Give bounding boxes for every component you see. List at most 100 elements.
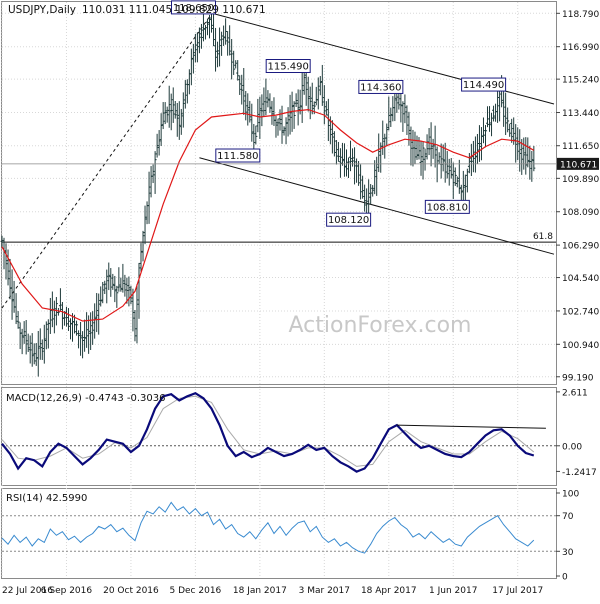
ohlc-bar <box>254 125 258 145</box>
watermark: ActionForex.com <box>289 313 472 338</box>
current-price-marker <box>557 157 599 170</box>
ohlc-bar <box>526 137 530 168</box>
ohlc-bar <box>131 288 135 332</box>
ohlc-bar <box>109 268 113 297</box>
ohlc-bar <box>300 69 304 123</box>
price-tick-label: 108.090 <box>562 208 599 218</box>
price-annotation-box <box>326 212 372 227</box>
ohlc-bar <box>93 303 97 339</box>
ohlc-bar <box>455 176 459 188</box>
price-tick-label: 99.190 <box>562 373 594 383</box>
moving-average-line <box>1 108 535 322</box>
ohlc-bar <box>165 106 169 123</box>
ohlc-bar <box>197 27 201 54</box>
ohlc-bar <box>306 76 310 112</box>
ohlc-bar <box>125 277 129 304</box>
ohlc-bar <box>34 343 38 366</box>
ohlc-bar <box>16 311 20 329</box>
macd-trendline <box>396 424 546 429</box>
ohlc-bar <box>167 85 171 128</box>
ohlc-bar <box>127 276 131 307</box>
ohlc-bar <box>89 312 93 351</box>
ohlc-bar <box>369 184 373 205</box>
price-annotation-label: 108.810 <box>427 202 468 213</box>
macd-tick-label: -1.2417 <box>562 468 597 478</box>
current-price-label: 110.671 <box>560 160 597 170</box>
ohlc-bar <box>143 205 147 245</box>
ohlc-bar <box>294 93 298 107</box>
ohlc-bar <box>32 343 36 365</box>
ohlc-bar <box>181 92 185 128</box>
ohlc-bar <box>324 101 328 116</box>
ohlc-bar <box>64 306 68 327</box>
ohlc-bar <box>387 96 391 131</box>
fib-level-label: 61.8 <box>533 232 553 242</box>
ohlc-bar <box>530 151 534 182</box>
ohlc-bar <box>201 13 205 42</box>
ohlc-bar <box>445 151 449 179</box>
ohlc-bar <box>262 87 266 117</box>
time-tick-label: 18 Apr 2017 <box>361 586 417 596</box>
time-tick-label: 6 Sep 2016 <box>41 586 93 596</box>
ohlc-bar <box>451 162 455 200</box>
ohlc-bar <box>216 41 220 68</box>
ohlc-bar <box>423 148 427 171</box>
ohlc-bar <box>415 135 419 160</box>
ohlc-bar <box>280 105 284 144</box>
price-tick-label: 106.290 <box>562 242 599 252</box>
ohlc-bar <box>30 333 34 367</box>
ohlc-bar <box>0 235 4 249</box>
ohlc-bar <box>292 101 296 129</box>
ohlc-bar <box>310 82 314 115</box>
ohlc-bar <box>268 93 272 113</box>
ohlc-bar <box>483 125 487 148</box>
ohlc-bar <box>121 263 125 293</box>
ohlc-bar <box>169 93 173 131</box>
ohlc-bar <box>129 285 133 305</box>
ohlc-bar <box>524 137 528 175</box>
ohlc-bar <box>296 89 300 126</box>
price-annotation-box <box>424 199 470 214</box>
ohlc-bar <box>99 286 103 307</box>
ohlc-bar <box>363 184 367 212</box>
price-annotation: 118.650 <box>170 0 216 15</box>
ohlc-bar <box>26 333 30 353</box>
ohlc-bar <box>222 25 226 46</box>
rsi-tick-label: 30 <box>562 548 574 558</box>
ohlc-bar <box>133 309 137 342</box>
ohlc-bar <box>320 64 324 106</box>
price-annotation: 115.490 <box>265 59 311 74</box>
ohlc-bar <box>465 168 469 193</box>
price-tick-label: 104.540 <box>562 274 599 284</box>
ohlc-bar <box>228 25 232 56</box>
ohlc-bar <box>401 101 405 132</box>
ohlc-bar <box>155 133 159 158</box>
ohlc-bar <box>316 77 320 110</box>
ohlc-bar <box>258 96 262 139</box>
ohlc-bar <box>207 14 211 39</box>
ohlc-bar <box>139 243 143 272</box>
ohlc-bar <box>361 175 365 199</box>
price-tick-label: 111.650 <box>562 142 599 152</box>
ohlc-bar <box>79 321 83 356</box>
ohlc-bar <box>413 131 417 165</box>
ohlc-bar <box>475 133 479 164</box>
ohlc-bar <box>226 31 230 56</box>
ohlc-bar <box>425 134 429 160</box>
ohlc-bar <box>56 307 60 316</box>
price-tick-label: 109.890 <box>562 175 599 185</box>
ohlc-bar <box>332 131 336 157</box>
ohlc-bar <box>403 94 407 124</box>
ohlc-bar <box>326 98 330 142</box>
time-tick-label: 1 Jun 2017 <box>429 586 477 596</box>
ohlc-bar <box>336 141 340 162</box>
ohlc-bar <box>473 136 477 173</box>
ohlc-bar <box>238 75 242 95</box>
macd-panel-frame <box>1 387 557 486</box>
ohlc-bar <box>195 32 199 63</box>
price-annotation: 111.580 <box>215 148 261 163</box>
ohlc-bar <box>48 297 52 334</box>
ohlc-bar <box>518 129 522 172</box>
ohlc-bar <box>42 324 46 364</box>
